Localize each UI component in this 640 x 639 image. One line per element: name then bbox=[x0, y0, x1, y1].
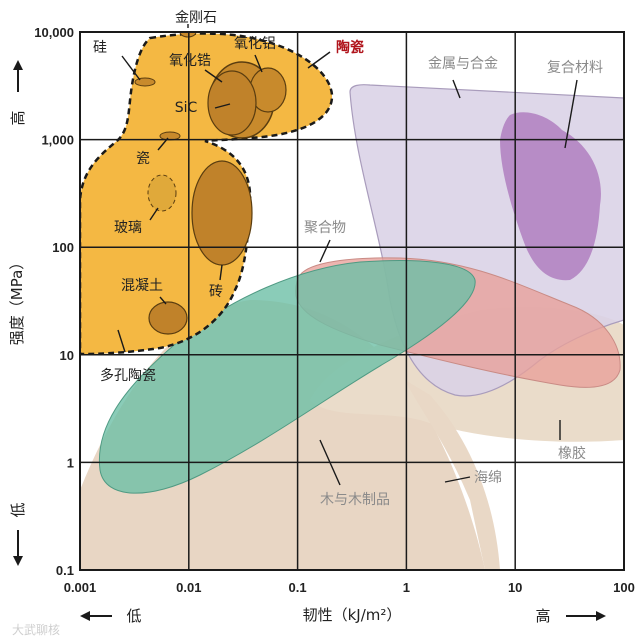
label-ceramics: 陶瓷 bbox=[336, 39, 364, 56]
y-axis-title: 强度（MPa） bbox=[8, 255, 26, 346]
label-diamond: 金刚石 bbox=[175, 10, 217, 26]
x-low-label: 低 bbox=[126, 607, 141, 625]
y-tick-label: 1 bbox=[67, 455, 74, 470]
label-porcelain: 瓷 bbox=[136, 151, 150, 167]
x-tick-label: 0.1 bbox=[289, 580, 307, 595]
y-tick-labels: 0.1 1 10 100 1,000 10,000 bbox=[34, 25, 74, 578]
y-tick-label: 100 bbox=[52, 240, 74, 255]
label-concrete: 混凝土 bbox=[121, 278, 163, 294]
label-sic: SiC bbox=[175, 100, 198, 116]
region-sponge bbox=[405, 380, 500, 570]
y-tick-label: 0.1 bbox=[56, 563, 74, 578]
label-silicon: 硅 bbox=[93, 40, 107, 56]
label-alumina: 氧化铝 bbox=[234, 36, 276, 52]
label-zirconia: 氧化锆 bbox=[169, 53, 211, 69]
label-glass: 玻璃 bbox=[114, 219, 142, 236]
ellipse-diamond bbox=[179, 32, 197, 38]
ellipse-glass bbox=[147, 174, 177, 212]
x-tick-labels: 0.001 0.01 0.1 1 10 100 bbox=[64, 580, 635, 595]
x-axis-title: 韧性（kJ/m²） bbox=[303, 606, 402, 624]
x-high-arrow bbox=[566, 611, 606, 621]
x-tick-label: 100 bbox=[613, 580, 635, 595]
x-tick-label: 1 bbox=[403, 580, 410, 595]
y-high-arrow bbox=[13, 60, 23, 92]
watermark: 大武聊核 bbox=[12, 623, 60, 637]
label-rubber: 橡胶 bbox=[558, 445, 586, 462]
ellipse-brick bbox=[191, 160, 253, 266]
x-tick-label: 0.01 bbox=[176, 580, 201, 595]
x-tick-label: 10 bbox=[508, 580, 522, 595]
ellipse-concrete bbox=[148, 301, 188, 335]
leader-lines bbox=[117, 24, 578, 486]
y-low-label: 低 bbox=[9, 502, 27, 517]
y-tick-label: 1,000 bbox=[41, 133, 74, 148]
ellipse-silicon bbox=[134, 77, 156, 87]
y-low-arrow bbox=[13, 530, 23, 566]
x-high-label: 高 bbox=[535, 607, 550, 625]
label-wood: 木与木制品 bbox=[320, 492, 390, 508]
x-tick-label: 0.001 bbox=[64, 580, 97, 595]
x-low-arrow bbox=[80, 611, 112, 621]
label-composites: 复合材料 bbox=[547, 59, 603, 76]
region-composites bbox=[500, 112, 601, 281]
y-tick-label: 10 bbox=[60, 348, 74, 363]
ellipse-sic bbox=[207, 70, 257, 136]
label-brick: 砖 bbox=[209, 284, 223, 300]
label-polymers: 聚合物 bbox=[304, 220, 346, 236]
y-high-label: 高 bbox=[9, 110, 27, 125]
ellipse-porcelain bbox=[159, 131, 181, 141]
label-metals: 金属与合金 bbox=[428, 56, 498, 72]
label-porous-ceramics: 多孔陶瓷 bbox=[100, 367, 156, 384]
y-tick-label: 10,000 bbox=[34, 25, 74, 40]
label-sponge: 海绵 bbox=[474, 469, 502, 486]
plot-frame bbox=[79, 31, 625, 571]
grid-lines bbox=[80, 32, 624, 570]
